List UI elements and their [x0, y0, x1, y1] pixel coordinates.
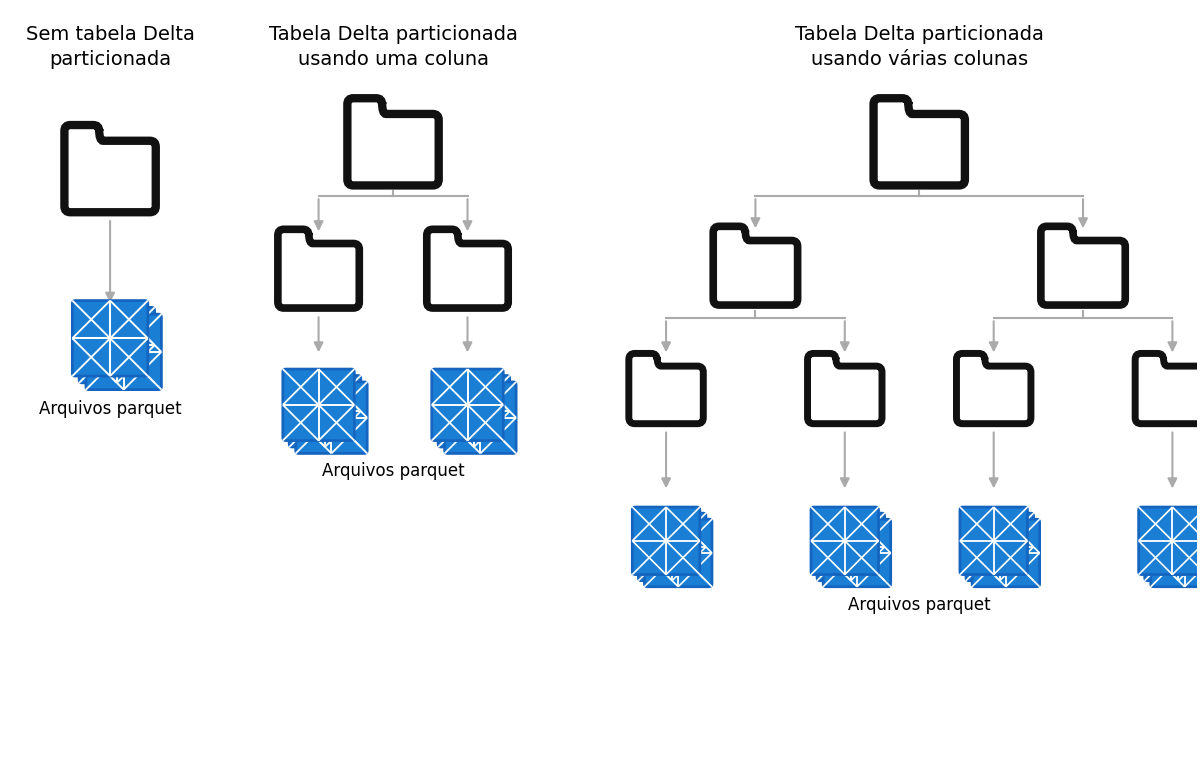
FancyBboxPatch shape	[283, 369, 354, 441]
PathPatch shape	[1040, 226, 1126, 305]
PathPatch shape	[278, 230, 359, 308]
FancyBboxPatch shape	[632, 507, 700, 575]
FancyBboxPatch shape	[966, 513, 1033, 581]
PathPatch shape	[1135, 353, 1200, 423]
FancyBboxPatch shape	[72, 301, 148, 376]
FancyBboxPatch shape	[1151, 519, 1200, 587]
FancyBboxPatch shape	[86, 314, 161, 390]
Text: Sem tabela Delta
particionada: Sem tabela Delta particionada	[25, 24, 194, 68]
FancyBboxPatch shape	[811, 507, 878, 575]
FancyBboxPatch shape	[438, 375, 510, 447]
Text: Tabela Delta particionada
usando uma coluna: Tabela Delta particionada usando uma col…	[269, 24, 517, 68]
FancyBboxPatch shape	[79, 307, 155, 383]
FancyBboxPatch shape	[644, 519, 712, 587]
FancyBboxPatch shape	[289, 375, 361, 447]
PathPatch shape	[713, 226, 798, 305]
FancyBboxPatch shape	[432, 369, 503, 441]
FancyBboxPatch shape	[817, 513, 884, 581]
FancyBboxPatch shape	[638, 513, 706, 581]
PathPatch shape	[808, 353, 882, 423]
PathPatch shape	[956, 353, 1031, 423]
Text: Tabela Delta particionada
usando várias colunas: Tabela Delta particionada usando várias …	[794, 24, 1044, 68]
PathPatch shape	[629, 353, 703, 423]
PathPatch shape	[347, 98, 439, 185]
FancyBboxPatch shape	[960, 507, 1027, 575]
FancyBboxPatch shape	[823, 519, 890, 587]
FancyBboxPatch shape	[1139, 507, 1200, 575]
FancyBboxPatch shape	[445, 382, 516, 454]
Text: Arquivos parquet: Arquivos parquet	[38, 400, 181, 418]
PathPatch shape	[65, 125, 156, 212]
Text: Arquivos parquet: Arquivos parquet	[848, 597, 990, 614]
Text: Arquivos parquet: Arquivos parquet	[322, 462, 464, 480]
FancyBboxPatch shape	[295, 382, 367, 454]
PathPatch shape	[874, 98, 965, 185]
FancyBboxPatch shape	[972, 519, 1039, 587]
FancyBboxPatch shape	[1145, 513, 1200, 581]
PathPatch shape	[427, 230, 509, 308]
